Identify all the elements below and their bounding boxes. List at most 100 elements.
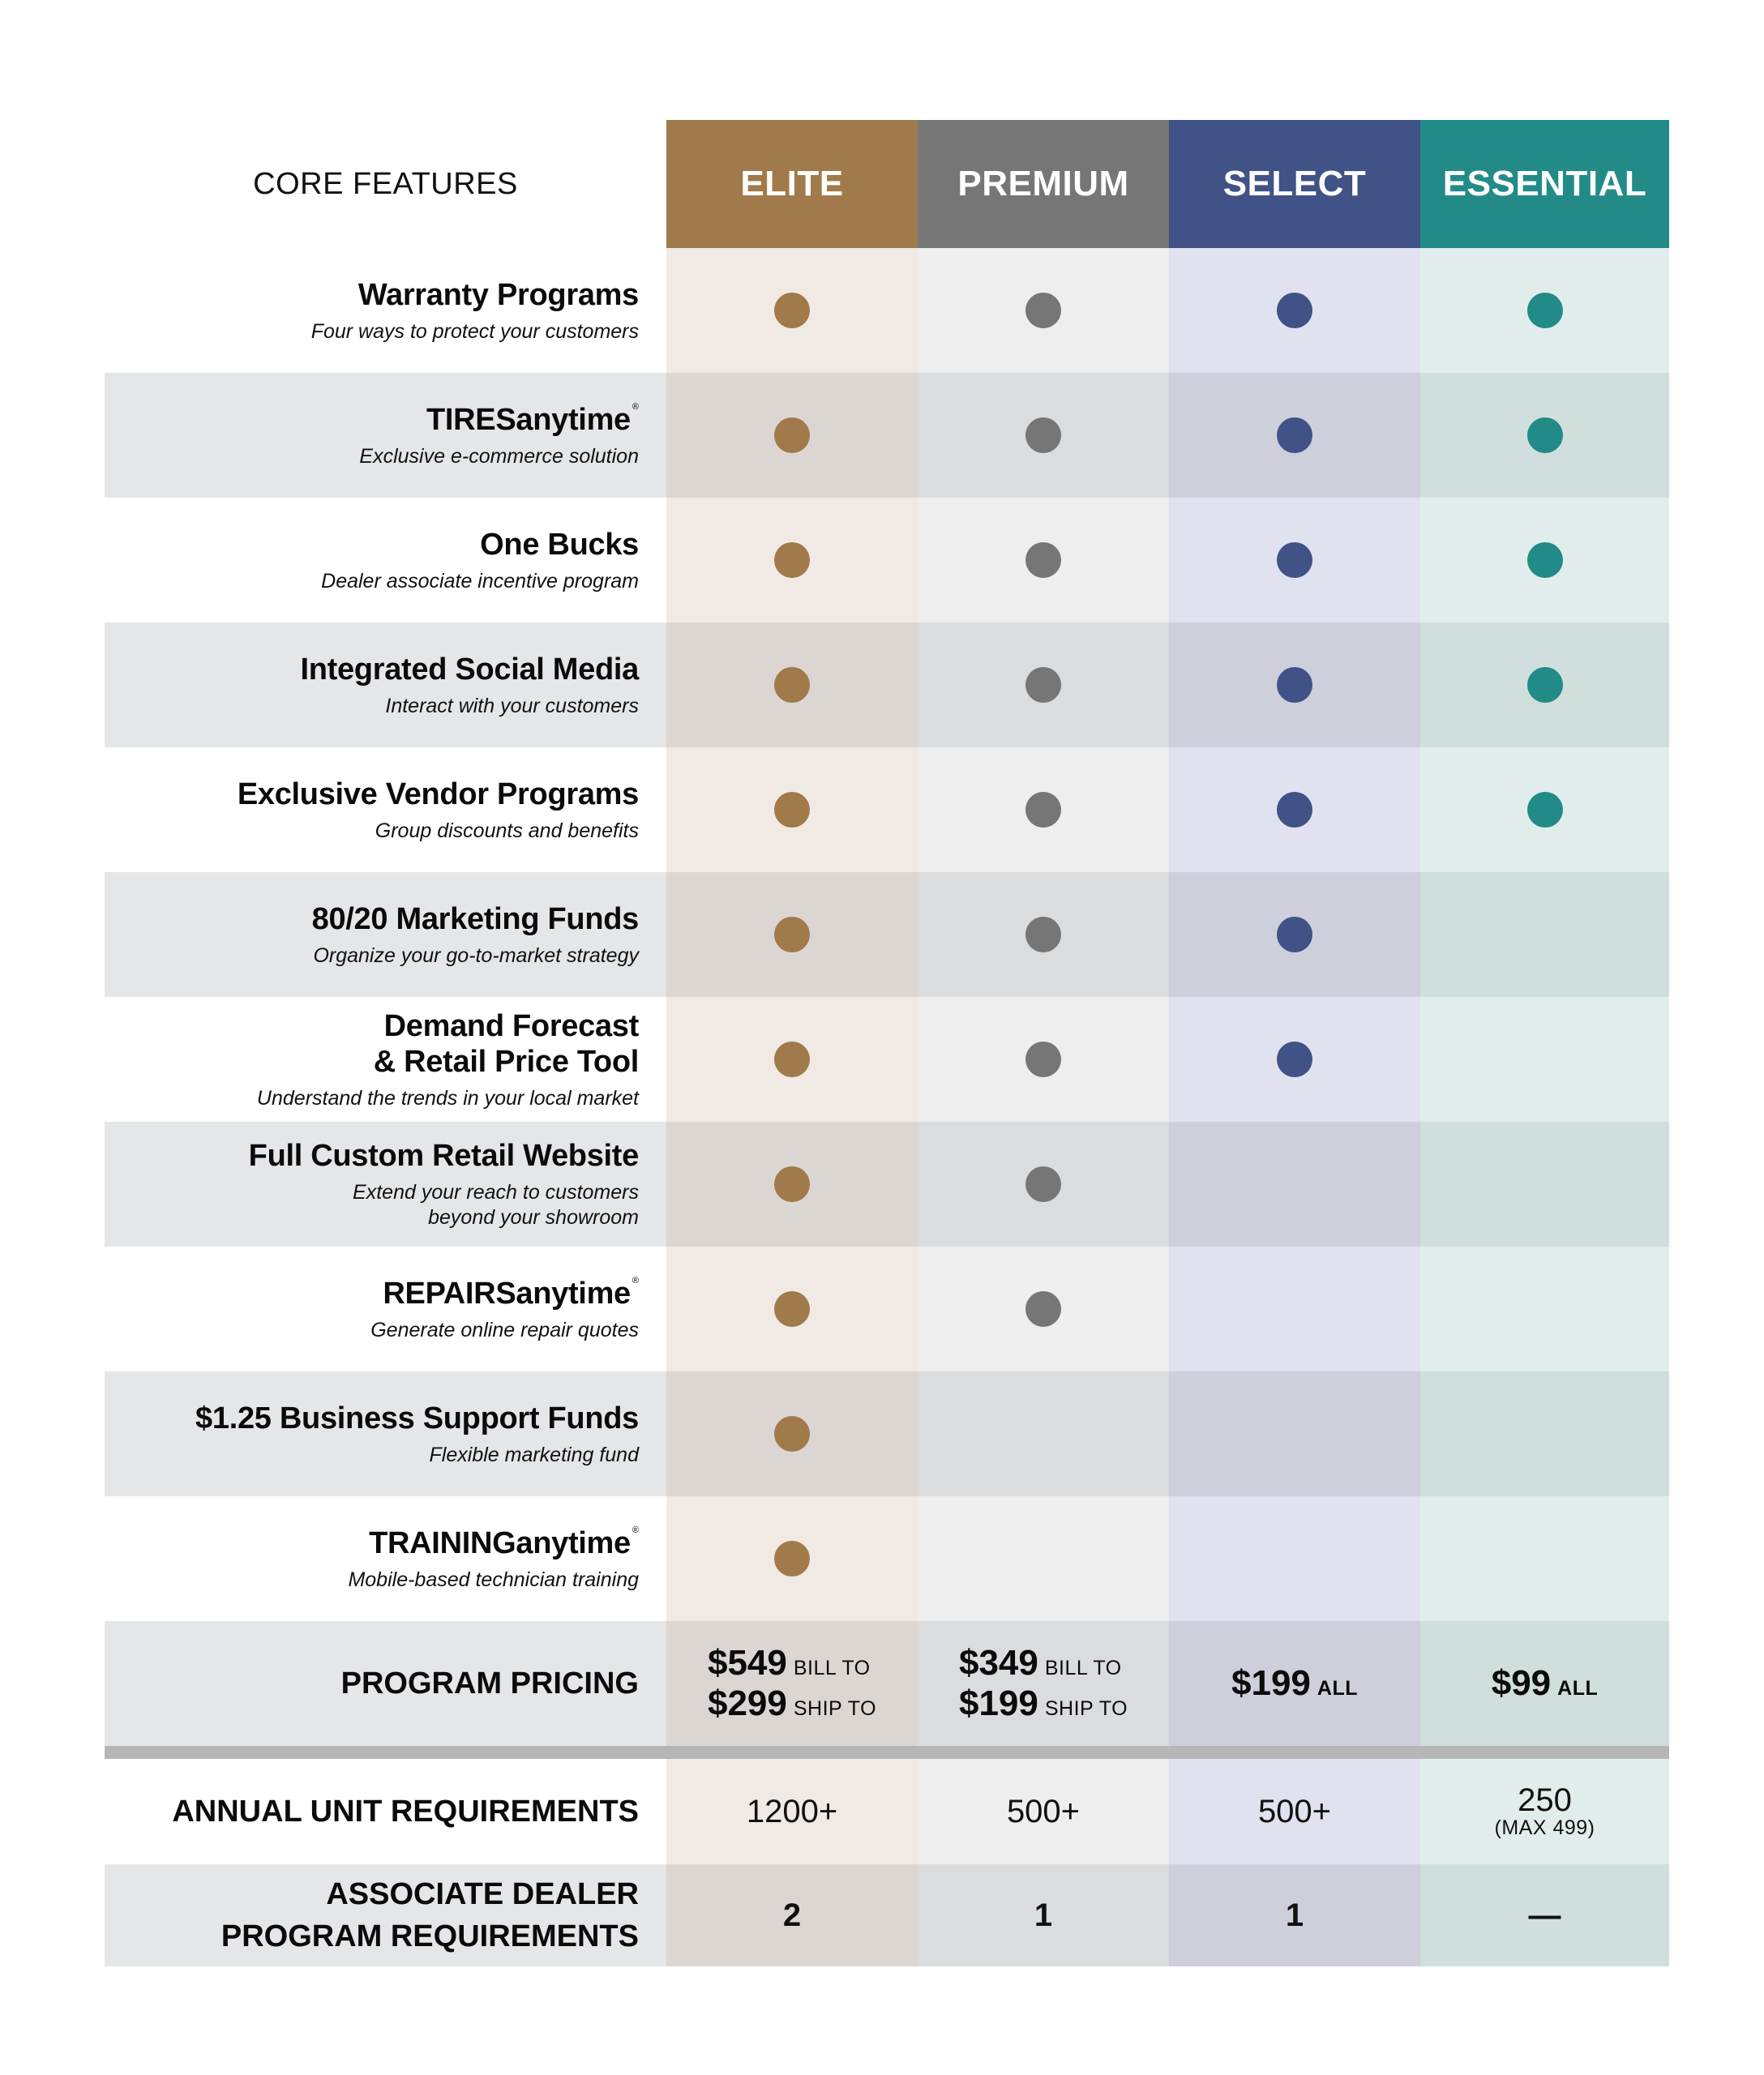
feature-cell-select bbox=[1169, 872, 1420, 997]
feature-cell-select bbox=[1169, 498, 1420, 622]
feature-subtitle: Group discounts and benefits bbox=[375, 819, 639, 842]
associate-premium-value: 1 bbox=[1034, 1897, 1053, 1933]
feature-cell-select bbox=[1169, 997, 1420, 1122]
included-dot-icon bbox=[774, 417, 810, 453]
feature-title: REPAIRSanytime bbox=[383, 1276, 631, 1311]
feature-cell-select bbox=[1169, 747, 1420, 872]
price-premium: $349 BILL TO $199 SHIP TO bbox=[918, 1621, 1169, 1746]
feature-cell-select bbox=[1169, 1122, 1420, 1247]
feature-row: Exclusive Vendor Programs Group discounts… bbox=[105, 747, 1669, 872]
feature-title-wrap: TRAININGanytime ® bbox=[369, 1525, 639, 1561]
feature-title-wrap: TIRESanytime ® bbox=[426, 402, 639, 438]
tier-header-premium: PREMIUM bbox=[918, 120, 1169, 248]
feature-cell-elite bbox=[666, 747, 918, 872]
annual-label: ANNUAL UNIT REQUIREMENTS bbox=[172, 1795, 639, 1829]
associate-select-value: 1 bbox=[1285, 1897, 1304, 1933]
associate-elite: 2 bbox=[666, 1864, 918, 1966]
feature-label-cell: $1.25 Business Support Funds Flexible mar… bbox=[105, 1371, 666, 1496]
feature-cell-essential bbox=[1420, 498, 1669, 622]
feature-cell-essential bbox=[1420, 747, 1669, 872]
price-premium-ship-tag: SHIP TO bbox=[1044, 1697, 1128, 1720]
price-elite-ship-amount: $299 bbox=[707, 1684, 787, 1723]
feature-cell-essential bbox=[1420, 1371, 1669, 1496]
feature-cell-select bbox=[1169, 1371, 1420, 1496]
included-dot-icon bbox=[774, 1416, 810, 1452]
price-essential: $99 ALL bbox=[1420, 1621, 1669, 1746]
feature-cell-premium bbox=[918, 1496, 1169, 1621]
annual-elite: 1200+ bbox=[666, 1759, 918, 1864]
feature-title: Warranty Programs bbox=[358, 277, 639, 312]
feature-cell-premium bbox=[918, 872, 1169, 997]
feature-row: Demand Forecast & Retail Price Tool Under… bbox=[105, 997, 1669, 1122]
feature-title: Exclusive Vendor Programs bbox=[237, 777, 639, 811]
included-dot-icon bbox=[1025, 542, 1061, 578]
annual-essential-value: 250 bbox=[1518, 1782, 1572, 1818]
feature-cell-essential bbox=[1420, 1496, 1669, 1621]
feature-subtitle: Four ways to protect your customers bbox=[310, 319, 639, 343]
included-dot-icon bbox=[1526, 542, 1563, 578]
feature-title: TIRESanytime bbox=[426, 402, 631, 437]
registered-mark: ® bbox=[632, 1275, 639, 1286]
price-premium-bill-amount: $349 bbox=[958, 1643, 1038, 1683]
included-dot-icon bbox=[774, 667, 810, 703]
feature-label-cell: REPAIRSanytime ® Generate online repair qu… bbox=[105, 1247, 666, 1371]
annual-essential: 250 (MAX 499) bbox=[1420, 1759, 1669, 1864]
feature-row: Warranty Programs Four ways to protect yo… bbox=[105, 248, 1669, 373]
annual-select-value: 500+ bbox=[1257, 1793, 1332, 1829]
feature-title: 80/20 Marketing Funds bbox=[311, 901, 640, 936]
price-select-amount: $199 bbox=[1231, 1663, 1311, 1703]
feature-row: One Bucks Dealer associate incentive prog… bbox=[105, 498, 1669, 622]
price-select: $199 ALL bbox=[1169, 1621, 1420, 1746]
included-dot-icon bbox=[1277, 417, 1312, 453]
feature-cell-elite bbox=[666, 498, 918, 622]
feature-rows: Warranty Programs Four ways to protect yo… bbox=[105, 248, 1669, 1621]
feature-cell-elite bbox=[666, 248, 918, 373]
included-dot-icon bbox=[774, 542, 810, 578]
price-premium-ship-amount: $199 bbox=[958, 1684, 1038, 1723]
included-dot-icon bbox=[774, 1042, 810, 1077]
feature-subtitle: Generate online repair quotes bbox=[370, 1318, 639, 1341]
tier-comparison-table: CORE FEATURES ELITE PREMIUM SELECT ESSEN… bbox=[105, 120, 1669, 1966]
feature-title: $1.25 Business Support Funds bbox=[195, 1401, 639, 1435]
feature-cell-select bbox=[1169, 1247, 1420, 1371]
feature-cell-select bbox=[1169, 248, 1420, 373]
feature-subtitle: Exclusive e-commerce solution bbox=[359, 444, 639, 468]
tier-header-essential: ESSENTIAL bbox=[1420, 120, 1669, 248]
included-dot-icon bbox=[1025, 792, 1061, 828]
included-dot-icon bbox=[1025, 1166, 1061, 1202]
annual-premium: 500+ bbox=[918, 1759, 1169, 1864]
annual-premium-value: 500+ bbox=[1006, 1793, 1081, 1829]
feature-title: Full Custom Retail Website bbox=[248, 1139, 640, 1173]
feature-cell-select bbox=[1169, 1496, 1420, 1621]
annual-select: 500+ bbox=[1169, 1759, 1420, 1864]
feature-row: Integrated Social Media Interact with you… bbox=[105, 622, 1669, 747]
included-dot-icon bbox=[774, 792, 810, 828]
price-select-tag: ALL bbox=[1317, 1677, 1358, 1700]
associate-essential: — bbox=[1420, 1864, 1669, 1966]
included-dot-icon bbox=[1277, 1042, 1312, 1077]
feature-title: Integrated Social Media bbox=[300, 652, 639, 687]
associate-premium: 1 bbox=[918, 1864, 1169, 1966]
feature-cell-premium bbox=[918, 997, 1169, 1122]
included-dot-icon bbox=[1277, 293, 1312, 328]
feature-label-cell: Demand Forecast & Retail Price Tool Under… bbox=[105, 997, 666, 1122]
feature-title: TRAININGanytime bbox=[369, 1525, 631, 1560]
feature-subtitle: Mobile-based technician training bbox=[348, 1568, 639, 1591]
included-dot-icon bbox=[1277, 542, 1312, 578]
tier-header-select: SELECT bbox=[1169, 120, 1420, 248]
price-elite: $549 BILL TO $299 SHIP TO bbox=[666, 1621, 918, 1746]
registered-mark: ® bbox=[632, 1525, 639, 1535]
feature-title: One Bucks bbox=[480, 527, 639, 562]
feature-cell-elite bbox=[666, 1371, 918, 1496]
price-premium-bill-tag: BILL TO bbox=[1044, 1657, 1122, 1679]
associate-label-line2: PROGRAM REQUIREMENTS bbox=[220, 1919, 639, 1953]
price-essential-amount: $99 bbox=[1491, 1663, 1552, 1703]
annual-elite-value: 1200+ bbox=[746, 1793, 838, 1829]
feature-label-cell: One Bucks Dealer associate incentive prog… bbox=[105, 498, 666, 622]
included-dot-icon bbox=[774, 917, 810, 952]
included-dot-icon bbox=[1526, 417, 1563, 453]
associate-requirements-row: ASSOCIATE DEALER PROGRAM REQUIREMENTS 2 … bbox=[105, 1864, 1669, 1966]
included-dot-icon bbox=[774, 1166, 810, 1202]
price-elite-bill-amount: $549 bbox=[707, 1643, 787, 1683]
feature-cell-essential bbox=[1420, 1122, 1669, 1247]
